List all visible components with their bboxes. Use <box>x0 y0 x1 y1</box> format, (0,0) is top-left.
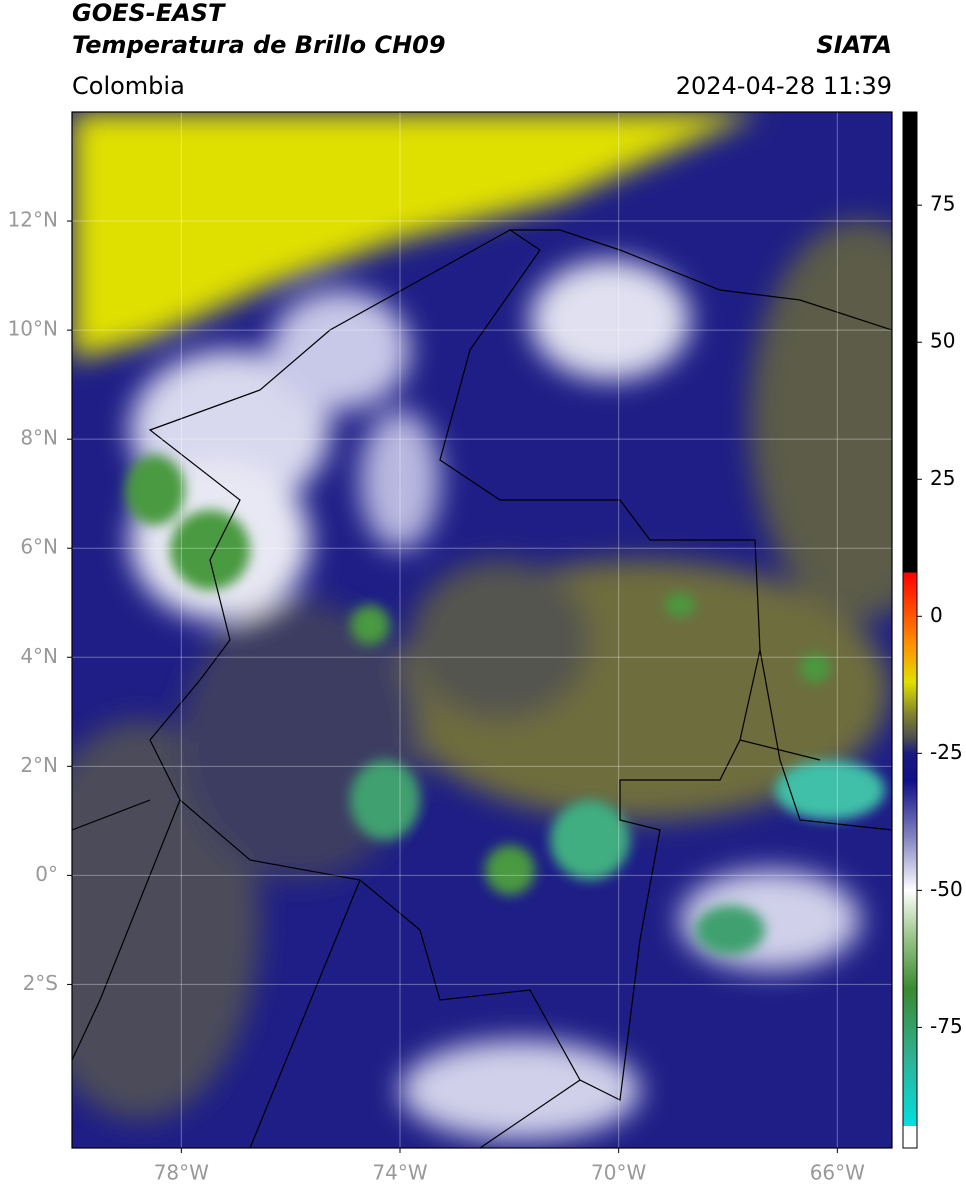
grid <box>72 112 892 1148</box>
y-tick-label: 2°S <box>23 971 58 995</box>
source: SIATA <box>816 31 892 59</box>
title: GOES-EAST <box>72 0 226 27</box>
y-tick-label: 8°N <box>20 426 58 450</box>
y-tick-label: 0° <box>35 862 58 886</box>
y-tick-label: 6°N <box>20 535 58 559</box>
colorbar-label: 50 <box>930 329 955 353</box>
x-tick-label: 66°W <box>810 1161 865 1185</box>
colorbar-label: 25 <box>930 466 955 490</box>
satellite-image <box>72 112 892 1148</box>
y-tick-label: 12°N <box>8 208 58 232</box>
region: Colombia <box>72 72 185 100</box>
colorbar <box>902 111 918 1149</box>
y-tick-label: 10°N <box>8 317 58 341</box>
y-tick-label: 2°N <box>20 753 58 777</box>
x-tick-label: 70°W <box>591 1161 646 1185</box>
colorbar-label: 75 <box>930 192 955 216</box>
x-tick-label: 78°W <box>154 1161 209 1185</box>
x-tick-label: 74°W <box>372 1161 427 1185</box>
timestamp: 2024-04-28 11:39 <box>676 72 892 100</box>
y-tick-label: 4°N <box>20 644 58 668</box>
subtitle: Temperatura de Brillo CH09 <box>72 31 446 59</box>
colorbar-label: -75 <box>930 1014 963 1038</box>
colorbar-label: 0 <box>930 603 943 627</box>
colorbar-label: -25 <box>930 740 963 764</box>
map-frame <box>71 111 893 1149</box>
colorbar-label: -50 <box>930 877 963 901</box>
